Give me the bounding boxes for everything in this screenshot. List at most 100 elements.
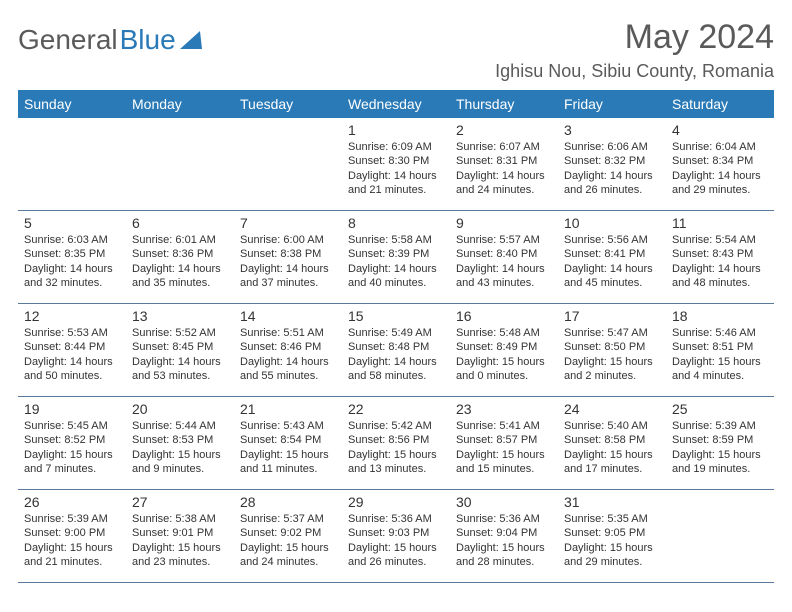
day-cell: 23 Sunrise: 5:41 AMSunset: 8:57 PMDayligh…: [450, 397, 558, 490]
day-info: Sunrise: 5:35 AMSunset: 9:05 PMDaylight:…: [564, 512, 660, 569]
day-cell: [234, 118, 342, 211]
day-info: Sunrise: 5:57 AMSunset: 8:40 PMDaylight:…: [456, 233, 552, 290]
day-info: Sunrise: 5:39 AMSunset: 8:59 PMDaylight:…: [672, 419, 768, 476]
day-info: Sunrise: 5:56 AMSunset: 8:41 PMDaylight:…: [564, 233, 660, 290]
day-number: 14: [240, 308, 336, 324]
day-info: Sunrise: 6:00 AMSunset: 8:38 PMDaylight:…: [240, 233, 336, 290]
logo-text-2: Blue: [120, 24, 176, 56]
day-info: Sunrise: 5:48 AMSunset: 8:49 PMDaylight:…: [456, 326, 552, 383]
day-cell: 25 Sunrise: 5:39 AMSunset: 8:59 PMDayligh…: [666, 397, 774, 490]
title-block: May 2024 Ighisu Nou, Sibiu County, Roman…: [495, 18, 774, 82]
col-header-friday: Friday: [558, 90, 666, 118]
day-number: 5: [24, 215, 120, 231]
day-number: 15: [348, 308, 444, 324]
col-header-wednesday: Wednesday: [342, 90, 450, 118]
day-info: Sunrise: 5:54 AMSunset: 8:43 PMDaylight:…: [672, 233, 768, 290]
day-number: 10: [564, 215, 660, 231]
day-number: 28: [240, 494, 336, 510]
day-cell: 18 Sunrise: 5:46 AMSunset: 8:51 PMDayligh…: [666, 304, 774, 397]
day-cell: 30 Sunrise: 5:36 AMSunset: 9:04 PMDayligh…: [450, 490, 558, 583]
day-number: 12: [24, 308, 120, 324]
day-cell: 31 Sunrise: 5:35 AMSunset: 9:05 PMDayligh…: [558, 490, 666, 583]
day-info: Sunrise: 5:42 AMSunset: 8:56 PMDaylight:…: [348, 419, 444, 476]
day-cell: 28 Sunrise: 5:37 AMSunset: 9:02 PMDayligh…: [234, 490, 342, 583]
day-info: Sunrise: 5:43 AMSunset: 8:54 PMDaylight:…: [240, 419, 336, 476]
day-info: Sunrise: 5:47 AMSunset: 8:50 PMDaylight:…: [564, 326, 660, 383]
day-info: Sunrise: 5:44 AMSunset: 8:53 PMDaylight:…: [132, 419, 228, 476]
col-header-sunday: Sunday: [18, 90, 126, 118]
day-info: Sunrise: 6:04 AMSunset: 8:34 PMDaylight:…: [672, 140, 768, 197]
day-number: 30: [456, 494, 552, 510]
day-info: Sunrise: 6:06 AMSunset: 8:32 PMDaylight:…: [564, 140, 660, 197]
day-number: 13: [132, 308, 228, 324]
day-number: 24: [564, 401, 660, 417]
day-cell: 4 Sunrise: 6:04 AMSunset: 8:34 PMDaylight…: [666, 118, 774, 211]
calendar-table: SundayMondayTuesdayWednesdayThursdayFrid…: [18, 90, 774, 583]
day-number: 6: [132, 215, 228, 231]
day-cell: 2 Sunrise: 6:07 AMSunset: 8:31 PMDaylight…: [450, 118, 558, 211]
day-cell: 16 Sunrise: 5:48 AMSunset: 8:49 PMDayligh…: [450, 304, 558, 397]
day-cell: 5Sunrise: 6:03 AMSunset: 8:35 PMDaylight…: [18, 211, 126, 304]
day-cell: 3Sunrise: 6:06 AMSunset: 8:32 PMDaylight…: [558, 118, 666, 211]
day-info: Sunrise: 5:37 AMSunset: 9:02 PMDaylight:…: [240, 512, 336, 569]
day-number: 29: [348, 494, 444, 510]
col-header-monday: Monday: [126, 90, 234, 118]
week-row: 12 Sunrise: 5:53 AMSunset: 8:44 PMDayligh…: [18, 304, 774, 397]
day-number: 17: [564, 308, 660, 324]
day-number: 20: [132, 401, 228, 417]
day-cell: [18, 118, 126, 211]
logo-triangle-icon: [180, 31, 202, 49]
day-info: Sunrise: 6:07 AMSunset: 8:31 PMDaylight:…: [456, 140, 552, 197]
day-info: Sunrise: 5:53 AMSunset: 8:44 PMDaylight:…: [24, 326, 120, 383]
day-info: Sunrise: 5:51 AMSunset: 8:46 PMDaylight:…: [240, 326, 336, 383]
day-number: 23: [456, 401, 552, 417]
day-info: Sunrise: 5:58 AMSunset: 8:39 PMDaylight:…: [348, 233, 444, 290]
day-cell: 8 Sunrise: 5:58 AMSunset: 8:39 PMDaylight…: [342, 211, 450, 304]
day-number: 4: [672, 122, 768, 138]
day-cell: 11 Sunrise: 5:54 AMSunset: 8:43 PMDayligh…: [666, 211, 774, 304]
week-row: 26Sunrise: 5:39 AMSunset: 9:00 PMDayligh…: [18, 490, 774, 583]
week-row: 1 Sunrise: 6:09 AMSunset: 8:30 PMDaylight…: [18, 118, 774, 211]
day-number: 19: [24, 401, 120, 417]
calendar-header: SundayMondayTuesdayWednesdayThursdayFrid…: [18, 90, 774, 118]
day-number: 11: [672, 215, 768, 231]
day-info: Sunrise: 5:46 AMSunset: 8:51 PMDaylight:…: [672, 326, 768, 383]
day-number: 9: [456, 215, 552, 231]
page-title: May 2024: [495, 18, 774, 57]
col-header-tuesday: Tuesday: [234, 90, 342, 118]
day-cell: 17 Sunrise: 5:47 AMSunset: 8:50 PMDayligh…: [558, 304, 666, 397]
day-cell: 10 Sunrise: 5:56 AMSunset: 8:41 PMDayligh…: [558, 211, 666, 304]
logo: GeneralBlue: [18, 24, 202, 56]
day-info: Sunrise: 5:41 AMSunset: 8:57 PMDaylight:…: [456, 419, 552, 476]
day-number: 16: [456, 308, 552, 324]
day-cell: [126, 118, 234, 211]
day-number: 31: [564, 494, 660, 510]
col-header-thursday: Thursday: [450, 90, 558, 118]
day-number: 18: [672, 308, 768, 324]
day-cell: 20 Sunrise: 5:44 AMSunset: 8:53 PMDayligh…: [126, 397, 234, 490]
logo-text-1: General: [18, 24, 118, 56]
day-info: Sunrise: 5:49 AMSunset: 8:48 PMDaylight:…: [348, 326, 444, 383]
day-cell: 26Sunrise: 5:39 AMSunset: 9:00 PMDayligh…: [18, 490, 126, 583]
day-number: 25: [672, 401, 768, 417]
day-cell: 15 Sunrise: 5:49 AMSunset: 8:48 PMDayligh…: [342, 304, 450, 397]
day-info: Sunrise: 5:52 AMSunset: 8:45 PMDaylight:…: [132, 326, 228, 383]
day-cell: 12 Sunrise: 5:53 AMSunset: 8:44 PMDayligh…: [18, 304, 126, 397]
day-number: 2: [456, 122, 552, 138]
day-cell: 21Sunrise: 5:43 AMSunset: 8:54 PMDayligh…: [234, 397, 342, 490]
day-cell: 6Sunrise: 6:01 AMSunset: 8:36 PMDaylight…: [126, 211, 234, 304]
day-info: Sunrise: 6:09 AMSunset: 8:30 PMDaylight:…: [348, 140, 444, 197]
day-number: 8: [348, 215, 444, 231]
header: GeneralBlue May 2024 Ighisu Nou, Sibiu C…: [18, 18, 774, 82]
day-info: Sunrise: 5:36 AMSunset: 9:04 PMDaylight:…: [456, 512, 552, 569]
day-cell: 19Sunrise: 5:45 AMSunset: 8:52 PMDayligh…: [18, 397, 126, 490]
day-cell: 22Sunrise: 5:42 AMSunset: 8:56 PMDayligh…: [342, 397, 450, 490]
col-header-saturday: Saturday: [666, 90, 774, 118]
day-cell: 24Sunrise: 5:40 AMSunset: 8:58 PMDayligh…: [558, 397, 666, 490]
week-row: 5Sunrise: 6:03 AMSunset: 8:35 PMDaylight…: [18, 211, 774, 304]
day-number: 1: [348, 122, 444, 138]
day-info: Sunrise: 5:39 AMSunset: 9:00 PMDaylight:…: [24, 512, 120, 569]
day-cell: 29Sunrise: 5:36 AMSunset: 9:03 PMDayligh…: [342, 490, 450, 583]
day-cell: 27Sunrise: 5:38 AMSunset: 9:01 PMDayligh…: [126, 490, 234, 583]
day-cell: 9 Sunrise: 5:57 AMSunset: 8:40 PMDaylight…: [450, 211, 558, 304]
